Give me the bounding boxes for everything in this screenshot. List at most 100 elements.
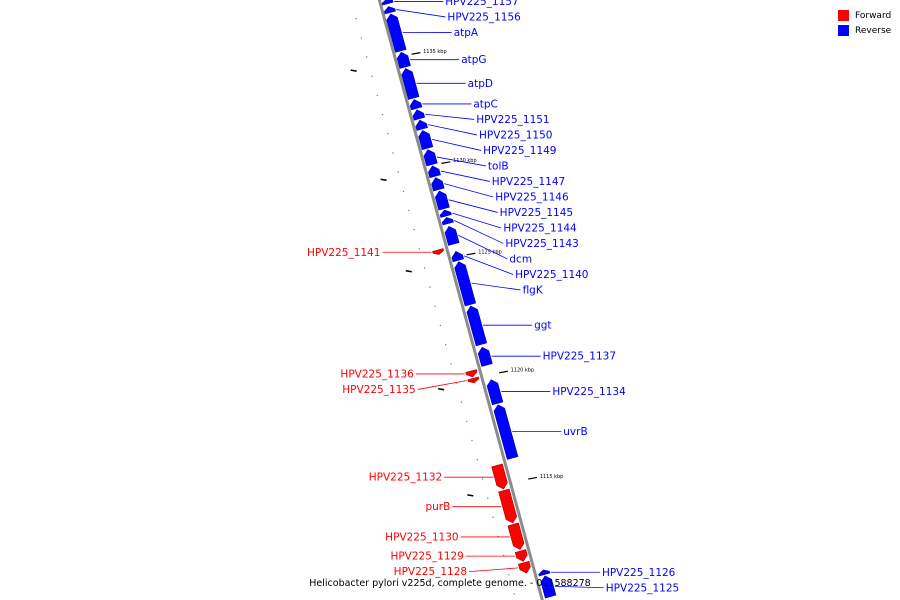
scale-minor-tick [513,593,515,595]
feature-label-hpv225-1157: HPV225_1157 [445,0,518,8]
leader-line [417,380,467,390]
feature-atpd [401,68,420,100]
leader-line [469,567,519,573]
scale-minor-tick [492,516,494,518]
scale-minor-tick [450,363,452,365]
feature-hpv225-1147 [428,165,441,179]
feature-hpv225-1126 [538,569,551,577]
feature-tolb [423,149,438,167]
feature-label-atpc: atpC [473,98,498,110]
leader-line [463,255,514,275]
feature-label-hpv225-1132: HPV225_1132 [369,472,442,484]
scale-major-tick [441,161,451,164]
scale-minor-tick [381,113,384,116]
feature-hpv225-1135 [467,376,480,384]
feature-label-tolb: tolB [488,160,509,172]
forward-swatch [838,10,849,21]
scale-minor-tick [481,478,484,480]
feature-label-purb: purB [425,501,450,513]
scale-minor-tick [429,286,431,288]
leader-line [396,9,446,18]
feature-label-hpv225-1141: HPV225_1141 [307,247,380,259]
scale-minor-tick [376,94,378,97]
leader-line [471,282,521,291]
feature-label-hpv225-1134: HPV225_1134 [552,386,626,398]
leader-line [444,183,494,198]
scale-minor-tick [460,401,463,403]
feature-hpv225-1130 [507,522,525,550]
scale-minor-tick [402,190,405,192]
leader-line [425,113,475,120]
scale-minor-tick [423,267,426,269]
feature-label-atpa: atpA [454,27,479,39]
leader-line [440,170,490,182]
feature-hpv225-1125 [540,575,557,599]
feature-label-hpv225-1145: HPV225_1145 [500,207,573,219]
scale-minor-tick [508,574,510,576]
map-caption: Helicobacter pylori v225d, complete geno… [309,578,591,589]
reverse-swatch [838,25,849,36]
feature-label-hpv225-1137: HPV225_1137 [543,351,616,363]
scale-left-dash [380,178,387,182]
feature-atpa [386,13,407,53]
scale-major-tick [466,252,476,256]
feature-hpv225-1149 [418,130,434,151]
legend: Forward Reverse [838,8,891,38]
scale-minor-tick [355,18,357,20]
feature-atpg [396,51,411,69]
feature-label-hpv225-1136: HPV225_1136 [340,368,414,380]
feature-label-hpv225-1151: HPV225_1151 [476,114,549,126]
feature-hpv225-1145 [434,190,450,211]
scale-label: 1120 kbp [511,368,535,374]
feature-uvrb [493,404,519,460]
legend-label-forward: Forward [855,10,892,21]
feature-hpv225-1150 [415,119,428,131]
feature-hpv225-1128 [518,560,531,574]
scale-minor-tick [413,228,415,231]
scale-minor-tick [371,75,373,77]
feature-hpv225-1156 [383,6,396,15]
legend-item-reverse: Reverse [838,23,891,38]
feature-label-hpv225-1128: HPV225_1128 [394,566,467,578]
feature-label-hpv225-1146: HPV225_1146 [495,191,569,203]
feature-label-atpg: atpG [461,54,486,66]
scale-minor-tick [471,439,473,442]
scale-major-tick [411,52,421,55]
feature-dcm [444,226,460,246]
legend-item-forward: Forward [838,8,891,23]
feature-label-hpv225-1143: HPV225_1143 [505,238,578,250]
scale-minor-tick [476,459,478,461]
scale-major-tick [498,370,508,374]
scale-minor-tick [366,56,368,58]
feature-label-hpv225-1135: HPV225_1135 [342,384,415,396]
scale-left-dash [350,69,357,72]
leader-line [448,199,498,213]
leader-line [458,234,508,260]
feature-label-hpv225-1144: HPV225_1144 [503,222,577,234]
scale-label: 1135 kbp [423,49,447,55]
feature-hpv225-1132 [491,463,508,490]
feature-hpv225-1137 [477,346,493,367]
leader-line [436,156,487,167]
legend-label-reverse: Reverse [855,25,892,36]
feature-label-ggt: ggt [534,320,551,332]
scale-minor-tick [434,305,436,307]
feature-hpv225-1151 [412,109,426,121]
feature-labels: HPV225_1157 HPV225_1156 atpA atpG atpD atpC HP… [307,0,679,594]
scale-minor-tick [418,248,420,250]
scale-minor-tick [487,497,489,499]
scale-minor-tick [397,171,399,173]
scale-minor-tick [408,209,410,212]
feature-hpv225-1141 [432,248,444,255]
feature-track [381,0,557,599]
scale-minor-tick [466,420,468,423]
scale-label: 1130 kbp [453,158,477,164]
feature-purb [498,488,518,524]
feature-label-hpv225-1156: HPV225_1156 [447,11,521,23]
scale-minor-tick [439,324,442,327]
feature-label-hpv225-1125: HPV225_1125 [606,582,679,594]
feature-atpc [409,99,423,111]
feature-label-hpv225-1140: HPV225_1140 [515,269,588,281]
feature-label-hpv225-1130: HPV225_1130 [385,531,458,543]
